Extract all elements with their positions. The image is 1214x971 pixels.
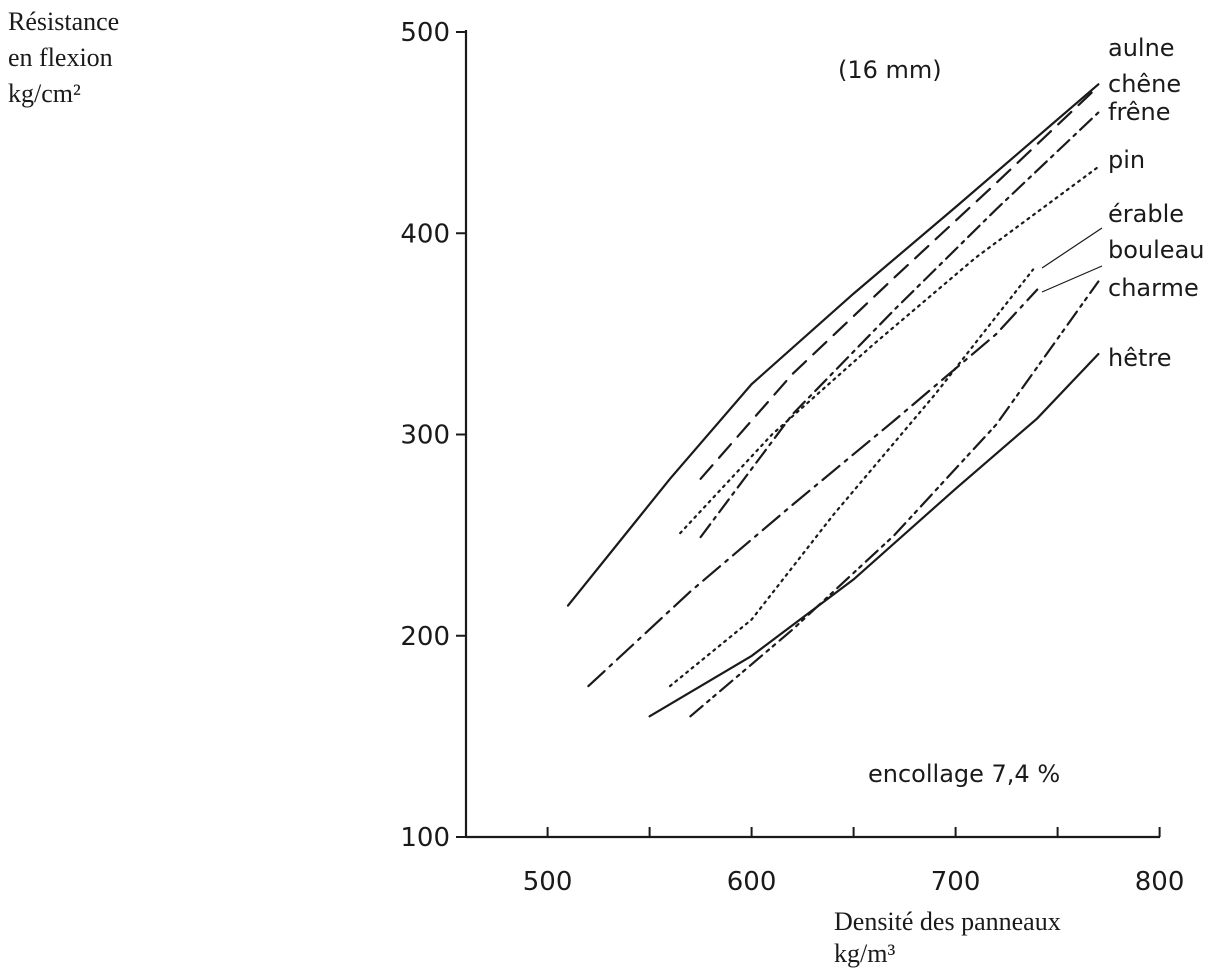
series-label-3: frêne xyxy=(1108,98,1171,126)
series-layer xyxy=(566,83,1100,718)
x-tick-label: 700 xyxy=(931,867,981,897)
x-axis-title-line-2: kg/m³ xyxy=(834,939,895,968)
series-line-8 xyxy=(648,352,1100,718)
y-axis-title-line-1: Résistance xyxy=(8,7,119,36)
glue-content-annotation: encollage 7,4 % xyxy=(868,760,1060,788)
series-label-7: charme xyxy=(1108,274,1199,302)
x-tick-label: 800 xyxy=(1135,867,1185,897)
y-tick-label: 200 xyxy=(400,622,450,652)
y-tick-label: 100 xyxy=(400,823,450,853)
series-line-4 xyxy=(679,165,1100,535)
erable-leader-line xyxy=(1041,227,1103,269)
series-line-3 xyxy=(699,111,1100,539)
y-axis-title-line-3: kg/cm² xyxy=(8,79,81,108)
x-tick-label: 500 xyxy=(523,867,573,897)
bouleau-leader-line xyxy=(1041,265,1103,293)
y-axis-ticks: 100 200 300 400 500 xyxy=(400,18,466,853)
panel-thickness-annotation: (16 mm) xyxy=(838,56,942,84)
y-tick-label: 400 xyxy=(400,219,450,249)
y-axis-title: Résistance en flexion kg/cm² xyxy=(8,7,119,108)
y-tick-label: 300 xyxy=(400,421,450,451)
y-axis-title-line-2: en flexion xyxy=(8,43,113,72)
series-label-2: chêne xyxy=(1108,70,1181,98)
x-axis-ticks: 500 600 700 800 xyxy=(523,827,1185,897)
x-axis-title: Densité des panneaux kg/m³ xyxy=(834,907,1061,968)
series-line-7 xyxy=(689,280,1100,718)
series-line-6 xyxy=(587,288,1039,688)
series-label-4: pin xyxy=(1108,146,1145,174)
series-line-2 xyxy=(699,85,1100,480)
series-line-1 xyxy=(566,83,1100,607)
series-label-6: bouleau xyxy=(1108,236,1204,264)
series-label-8: hêtre xyxy=(1108,344,1172,372)
x-tick-label: 600 xyxy=(727,867,777,897)
series-label-1: aulne xyxy=(1108,34,1175,62)
series-line-5 xyxy=(668,268,1035,688)
y-tick-label: 500 xyxy=(400,18,450,48)
x-axis-title-line-1: Densité des panneaux xyxy=(834,907,1061,936)
series-label-5: érable xyxy=(1108,200,1184,228)
